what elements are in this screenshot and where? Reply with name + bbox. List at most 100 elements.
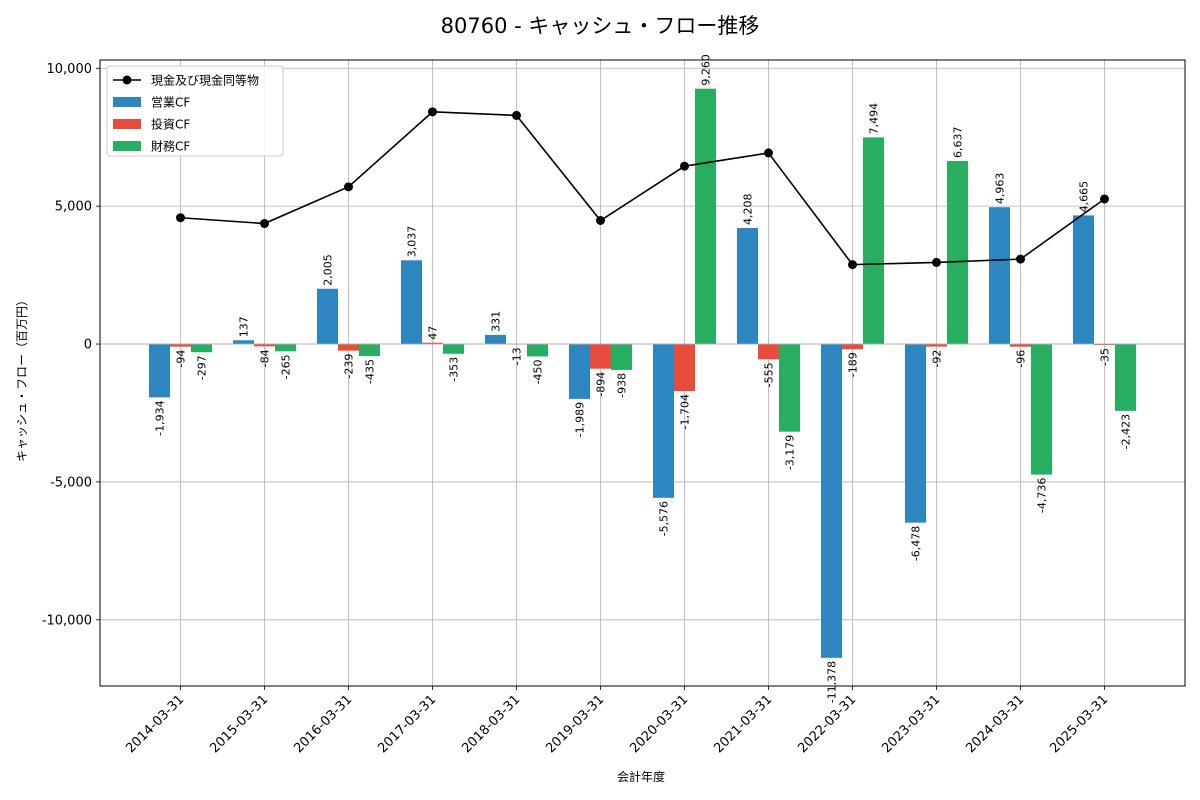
bar <box>338 344 359 351</box>
bar <box>947 161 968 345</box>
bar <box>317 288 338 345</box>
data-label: -189 <box>847 352 860 377</box>
cash-point <box>848 260 857 270</box>
legend-label: 財務CF <box>151 139 190 154</box>
cash-point <box>596 215 605 225</box>
y-tick-label: -5,000 <box>50 475 92 490</box>
legend-label: 営業CF <box>151 96 190 110</box>
bar <box>569 344 590 399</box>
data-label: -239 <box>343 354 356 379</box>
axes-frame <box>99 59 1186 687</box>
cash-point <box>680 161 689 171</box>
bar <box>653 344 674 498</box>
data-label: -6,478 <box>910 526 923 561</box>
data-label: 4,208 <box>742 193 755 225</box>
y-tick-label: 0 <box>84 338 92 353</box>
data-label: -297 <box>196 355 209 380</box>
data-label: -35 <box>1099 348 1112 366</box>
bar <box>170 344 191 347</box>
cash-point <box>512 110 521 120</box>
bar <box>1010 344 1031 347</box>
cash-point <box>260 219 269 229</box>
legend-box <box>106 65 284 157</box>
bar <box>443 344 464 354</box>
cash-point <box>176 213 185 223</box>
data-label: -353 <box>448 357 461 382</box>
cash-point <box>764 148 773 158</box>
legend-marker <box>122 75 132 85</box>
y-tick-label: 10,000 <box>47 62 93 77</box>
bar <box>527 344 548 357</box>
data-label: -1,704 <box>679 394 692 429</box>
legend-swatch <box>113 97 141 107</box>
bar <box>695 88 716 345</box>
bar <box>1094 344 1115 346</box>
y-tick-label: -10,000 <box>42 613 92 628</box>
bar <box>254 344 275 347</box>
bar <box>863 137 884 345</box>
bar <box>149 344 170 398</box>
data-label: 7,494 <box>868 103 881 135</box>
bar <box>1115 344 1136 411</box>
data-label: 4,963 <box>994 173 1007 205</box>
cash-point <box>344 182 353 192</box>
data-label: -265 <box>280 354 293 379</box>
data-label: -5,576 <box>658 501 671 536</box>
bar <box>758 344 779 360</box>
data-label: 137 <box>238 316 251 337</box>
legend-label: 投資CF <box>151 117 190 132</box>
data-label: -84 <box>259 349 272 367</box>
cash-point <box>1016 254 1025 264</box>
data-label: -2,423 <box>1120 414 1133 449</box>
x-axis-label: 会計年度 <box>617 769 665 784</box>
bar <box>905 344 926 523</box>
data-label: 4,665 <box>1078 181 1091 213</box>
y-tick-label: 5,000 <box>55 200 92 215</box>
data-label: -96 <box>1015 350 1028 368</box>
cash-point <box>428 107 437 117</box>
bar <box>989 207 1010 345</box>
data-label: -894 <box>595 372 608 397</box>
legend-swatch <box>113 119 141 129</box>
data-label: -555 <box>763 362 776 387</box>
data-label: 47 <box>427 326 440 340</box>
plot-background <box>100 60 1185 686</box>
bar <box>359 344 380 357</box>
bar <box>422 342 443 345</box>
bar <box>926 344 947 347</box>
bar <box>779 344 800 432</box>
data-label: -435 <box>364 359 377 384</box>
cash-point <box>1100 194 1109 204</box>
chart-title: 80760 - キャッシュ・フロー推移 <box>441 14 760 38</box>
cash-line <box>180 111 1105 266</box>
bar <box>737 227 758 345</box>
data-label: -1,989 <box>574 402 587 437</box>
bar <box>674 344 695 392</box>
cash-point <box>932 257 941 267</box>
bar <box>485 334 506 345</box>
data-label: 9,260 <box>700 54 713 86</box>
data-label: 3,037 <box>406 226 419 258</box>
data-label: 6,637 <box>952 127 965 159</box>
y-axis-label: キャッシュ・フロー（百万円） <box>15 294 29 462</box>
data-label: -92 <box>931 350 944 368</box>
legend-swatch <box>113 141 141 151</box>
bar <box>233 340 254 345</box>
data-label: -938 <box>616 373 629 398</box>
bar <box>590 344 611 369</box>
bar <box>842 344 863 350</box>
bar <box>821 344 842 658</box>
bar <box>191 344 212 353</box>
bar <box>1031 344 1052 475</box>
data-label: 331 <box>490 311 503 332</box>
bar <box>611 344 632 370</box>
data-label: -94 <box>175 350 188 368</box>
bar <box>275 344 296 352</box>
data-label: -3,179 <box>784 435 797 470</box>
data-label: -11,378 <box>826 661 839 703</box>
data-label: 2,005 <box>322 254 335 286</box>
